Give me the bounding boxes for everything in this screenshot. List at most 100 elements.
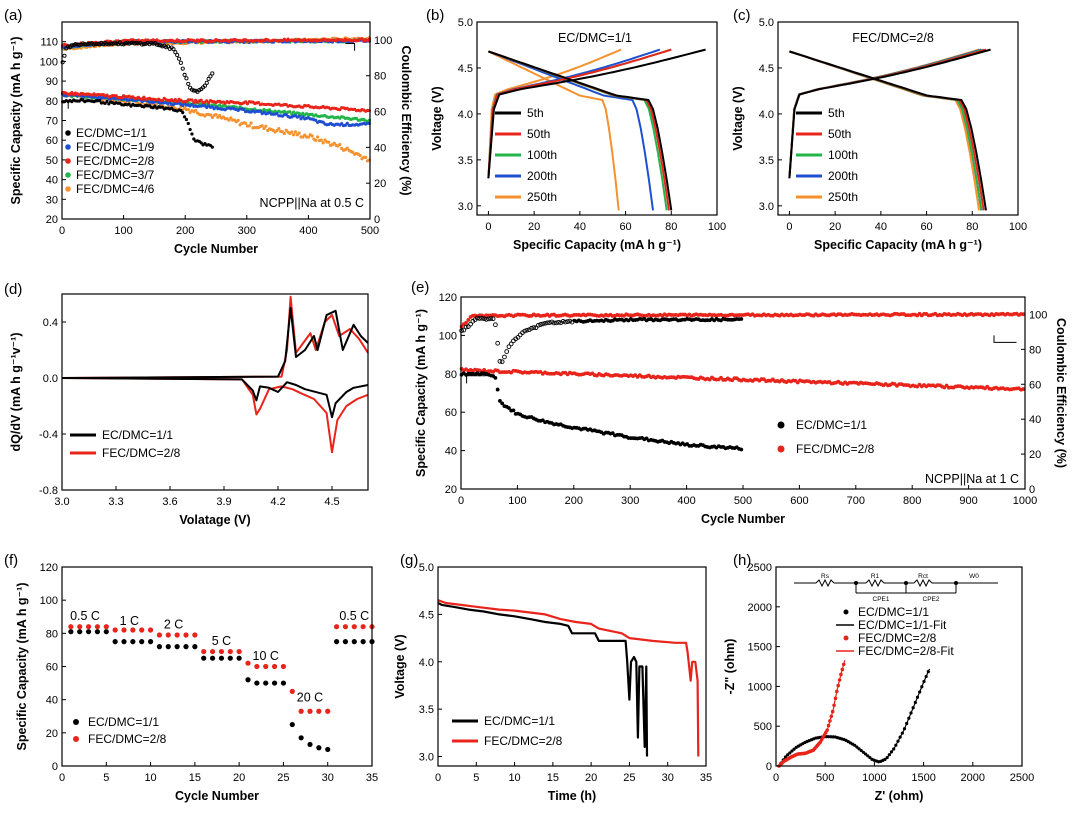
legend-swatch: [65, 144, 71, 150]
rate-point: [147, 639, 154, 645]
rate-point: [183, 632, 189, 638]
legend-label: FEC/DMC=4/6: [76, 182, 155, 196]
y-tick-label: 2000: [748, 602, 772, 614]
panel-b: 0 20 40 60 80 100 3.0 3.5 4.0 4.5 5.0 Specific Capa…: [426, 7, 726, 252]
x-tick-label: 0: [485, 221, 491, 233]
x-tick-label: 500: [734, 495, 752, 507]
rate-point: [218, 648, 225, 655]
ce-point: [119, 42, 124, 47]
capacity-point: [105, 99, 109, 104]
discharge-curve: [488, 50, 654, 211]
circuit-label: W0: [969, 573, 979, 580]
y-tick-label: 70: [46, 116, 58, 128]
ce-point: [553, 320, 559, 326]
x-tick-label: 700: [847, 495, 865, 507]
capacity-point: [316, 135, 320, 139]
ce-point: [495, 340, 501, 346]
rate-point: [201, 655, 207, 661]
rate-point: [254, 663, 260, 670]
x-tick-label: 400: [299, 225, 317, 237]
y-axis-label: Voltage (V): [430, 86, 444, 150]
y-tick-label: 40: [46, 695, 58, 707]
x-tick-label: 3.9: [216, 496, 231, 508]
capacity-point: [327, 140, 331, 144]
capacity-point: [495, 387, 500, 392]
x-tick-label: 100: [708, 221, 726, 233]
ce-point: [477, 316, 482, 321]
legend-label: 100th: [527, 148, 557, 162]
panel-label: (e): [411, 279, 429, 296]
legend-label: FEC/DMC=2/8: [858, 631, 937, 645]
circuit-label: CPE1: [873, 596, 890, 603]
ce-point: [490, 316, 496, 322]
capacity-point: [323, 138, 327, 142]
y-tick-label: 40: [46, 175, 58, 187]
capacity-point: [511, 408, 516, 413]
y2-tick-label: 20: [1029, 449, 1041, 461]
x-tick-label: 200: [176, 225, 194, 237]
capacity-point: [260, 124, 264, 128]
capacity-point: [262, 126, 266, 131]
legend-label: 50th: [828, 127, 851, 141]
capacity-axis-arrow: [67, 100, 80, 109]
panel-c: 0 20 40 60 80 100 3.0 3.5 4.0 4.5 5.0 Specific Capa…: [731, 7, 1027, 252]
x-tick-label: 30: [662, 772, 674, 784]
rate-point: [130, 627, 136, 633]
x-tick-label: 0: [435, 772, 441, 784]
x-tick-label: 80: [966, 221, 978, 233]
y-tick-label: 60: [46, 662, 58, 674]
x-tick-label: 3.3: [108, 496, 123, 508]
y2-tick-label: 0: [1029, 484, 1035, 496]
panel-title: EC/DMC=1/1: [558, 31, 632, 45]
y-tick-label: 5.0: [419, 562, 434, 574]
y-tick-label: 120: [439, 292, 457, 304]
ce-point: [475, 315, 480, 321]
capacity-point: [275, 111, 279, 116]
x-tick-label: 0: [786, 221, 792, 233]
capacity-point: [186, 121, 190, 126]
ce-point: [128, 40, 134, 46]
legend-label: FEC/DMC=3/7: [76, 168, 155, 182]
capacity-point: [175, 99, 179, 103]
rate-point: [77, 624, 83, 630]
rate-point: [165, 644, 171, 650]
capacity-point: [96, 96, 100, 100]
legend-label: FEC/DMC=2/8: [796, 442, 875, 456]
rate-point: [103, 624, 109, 630]
y-axis-label: Specific Capacity (mA h g⁻¹): [15, 583, 29, 751]
plot-frame: [476, 21, 718, 216]
ce-point: [60, 60, 65, 65]
rate-label: 5 C: [212, 634, 231, 648]
capacity-point: [290, 130, 294, 134]
x-tick-label: 60: [920, 221, 932, 233]
y-tick-label: 3.0: [419, 752, 434, 764]
ce-point: [141, 42, 146, 47]
ce-point: [1021, 312, 1026, 317]
x-tick-label: 0: [59, 772, 65, 784]
ce-point: [524, 327, 530, 333]
rate-point: [298, 735, 304, 741]
capacity-point: [358, 153, 362, 158]
rate-point: [227, 648, 233, 655]
capacity-point: [142, 95, 146, 99]
rate-point: [121, 639, 127, 645]
rate-point: [183, 644, 189, 650]
ce-point: [93, 42, 98, 47]
capacity-point: [236, 118, 240, 122]
rate-point: [139, 639, 145, 645]
y-tick-label: 4.0: [759, 109, 774, 121]
capacity-point: [319, 138, 323, 142]
circuit-diagram: Rs R1 Rct CPE1 CPE2 W0: [794, 573, 998, 603]
ce-point: [560, 319, 566, 324]
dqdv-charge-curve: [61, 307, 369, 379]
rate-point: [360, 639, 366, 645]
legend-swatch: [777, 445, 785, 453]
x-tick-label: 40: [574, 221, 586, 233]
capacity-point: [1021, 387, 1026, 391]
panel-label: (h): [733, 552, 751, 569]
x-tick-label: 5: [103, 772, 109, 784]
capacity-point: [306, 135, 310, 139]
x-tick-label: 1000: [1013, 495, 1037, 507]
ce-point: [95, 41, 100, 46]
voltage-curve: [437, 599, 700, 757]
